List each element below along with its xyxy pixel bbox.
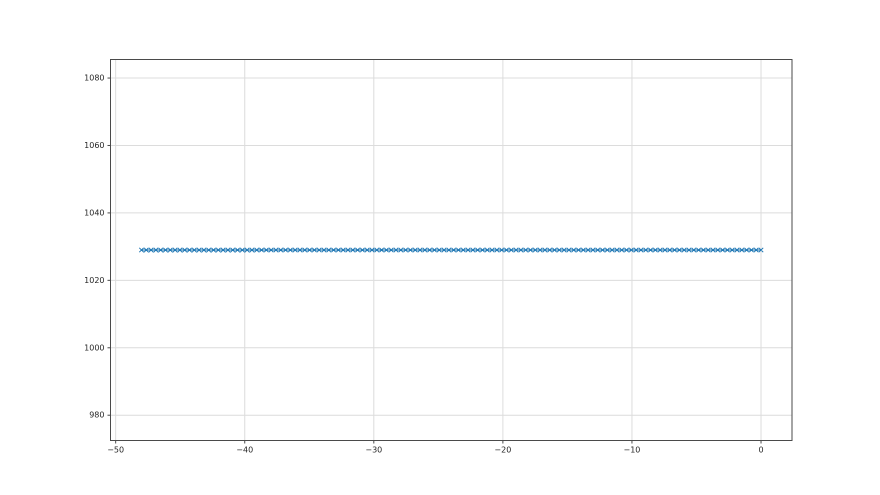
y-tick-label: 1060 [84, 141, 104, 150]
x-tick-label: −30 [365, 446, 382, 455]
x-tick-label: −40 [236, 446, 253, 455]
y-tick-label: 1000 [84, 343, 104, 352]
x-axis: −50 −40 −30 −20 −10 0 [107, 440, 764, 455]
y-tick-label: 980 [89, 411, 104, 420]
x-tick-label: −50 [107, 446, 124, 455]
data-series [138, 247, 764, 253]
x-tick-label: 0 [758, 446, 763, 455]
x-tick-label: −20 [494, 446, 511, 455]
y-axis: 980 1000 1020 1040 1060 1080 [84, 74, 111, 420]
x-tick-label: −10 [624, 446, 641, 455]
y-tick-label: 1040 [84, 208, 104, 217]
plot-border [110, 59, 793, 441]
y-tick-label: 1020 [84, 276, 104, 285]
series-markers [138, 247, 764, 253]
y-tick-label: 1080 [84, 74, 104, 83]
